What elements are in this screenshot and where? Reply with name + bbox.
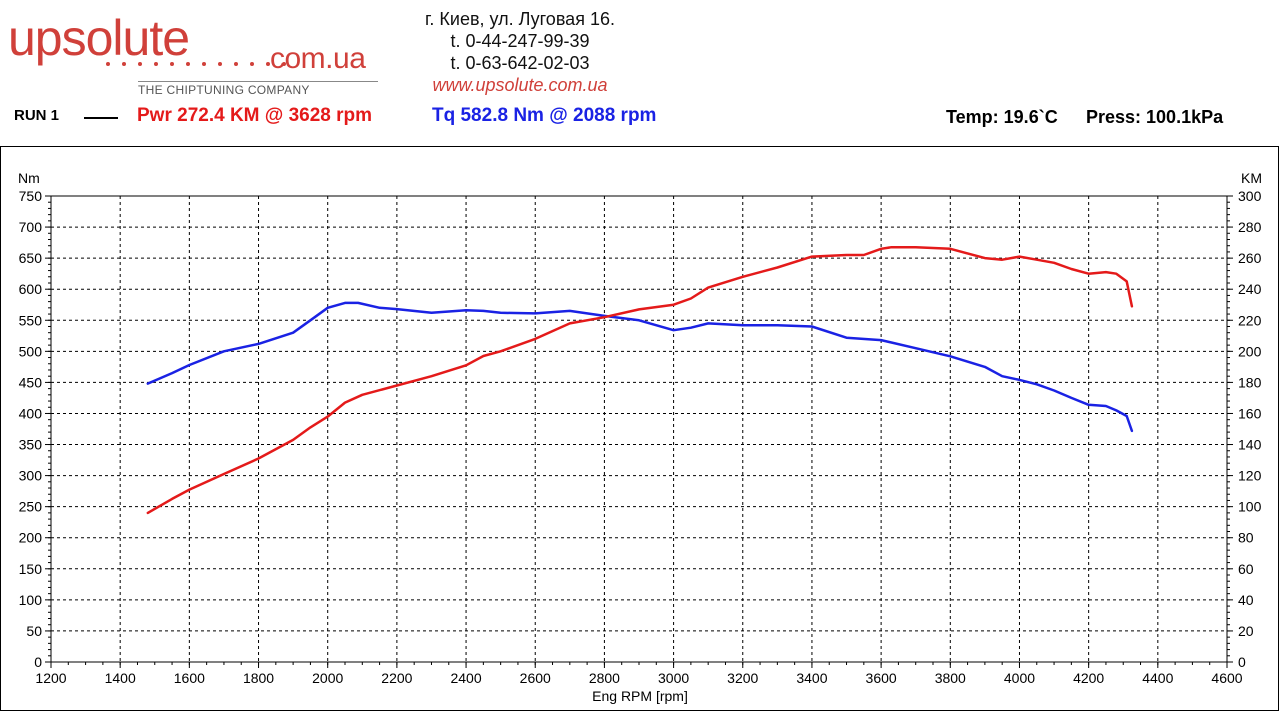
- y-left-tick-label: 350: [19, 437, 43, 453]
- chart-ticks: 1200 1400 1600 1800 2000 2200 2400 2600 2800 3000…: [19, 188, 1262, 686]
- x-tick-label: 2400: [450, 670, 481, 686]
- x-tick-label: 4600: [1211, 670, 1242, 686]
- x-tick-label: 4000: [1004, 670, 1035, 686]
- y-right-tick-label: 160: [1238, 405, 1262, 421]
- torque-curve: [146, 301, 1134, 433]
- logo-wordmark: upsolute: [8, 10, 190, 66]
- x-tick-label: 1400: [105, 670, 136, 686]
- x-tick-label: 2600: [520, 670, 551, 686]
- peak-power-label: Pwr 272.4 KM @ 3628 rpm: [137, 105, 373, 126]
- company-logo: upsolute com.ua THE CHIPTUNING COMPANY: [8, 10, 388, 100]
- x-tick-label: 1200: [35, 670, 66, 686]
- chart-grid: [50, 195, 1228, 663]
- y-right-tick-label: 0: [1238, 654, 1246, 670]
- y-right-tick-label: 240: [1238, 281, 1262, 297]
- x-tick-label: 3200: [727, 670, 758, 686]
- y-right-tick-label: 260: [1238, 250, 1262, 266]
- phone-2: t. 0-63-642-02-03: [450, 53, 590, 73]
- y-left-tick-label: 550: [19, 312, 43, 328]
- peak-torque-label: Tq 582.8 Nm @ 2088 rpm: [432, 105, 657, 126]
- x-tick-label: 4200: [1073, 670, 1104, 686]
- y-axis-right-label: KM: [1241, 170, 1262, 186]
- y-right-tick-label: 140: [1238, 437, 1262, 453]
- phone-1: t. 0-44-247-99-39: [450, 31, 590, 51]
- y-left-tick-label: 700: [19, 219, 43, 235]
- y-right-tick-label: 300: [1238, 188, 1262, 204]
- x-tick-label: 3800: [935, 670, 966, 686]
- x-tick-label: 3400: [796, 670, 827, 686]
- x-tick-label: 1800: [243, 670, 274, 686]
- run-label: RUN 1: [14, 107, 60, 124]
- power-curve: [146, 246, 1134, 515]
- temperature-label: Temp: 19.6`C: [946, 107, 1058, 127]
- y-right-tick-label: 40: [1238, 592, 1254, 608]
- run-legend-swatch: [84, 117, 118, 119]
- y-left-tick-label: 200: [19, 530, 43, 546]
- y-right-tick-label: 200: [1238, 343, 1262, 359]
- x-tick-label: 3600: [866, 670, 897, 686]
- plot-border: [50, 195, 1228, 663]
- y-left-tick-label: 650: [19, 250, 43, 266]
- y-right-tick-label: 220: [1238, 312, 1262, 328]
- logo-divider: [138, 81, 378, 82]
- x-tick-label: 2000: [312, 670, 343, 686]
- x-axis-label: Eng RPM [rpm]: [592, 688, 688, 704]
- x-tick-label: 3000: [658, 670, 689, 686]
- contact-block: г. Киев, ул. Луговая 16. t. 0-44-247-99-…: [400, 8, 640, 96]
- y-left-tick-label: 100: [19, 592, 43, 608]
- y-left-tick-label: 250: [19, 499, 43, 515]
- y-right-tick-label: 280: [1238, 219, 1262, 235]
- y-left-tick-label: 0: [34, 654, 42, 670]
- chart-frame: [0, 146, 1279, 711]
- y-right-tick-label: 60: [1238, 561, 1254, 577]
- x-tick-label: 2800: [589, 670, 620, 686]
- y-left-tick-label: 300: [19, 468, 43, 484]
- x-tick-label: 2200: [381, 670, 412, 686]
- y-axis-left-label: Nm: [18, 170, 40, 186]
- y-right-tick-label: 120: [1238, 468, 1262, 484]
- y-left-tick-label: 50: [26, 623, 42, 639]
- y-left-tick-label: 600: [19, 281, 43, 297]
- y-left-tick-label: 400: [19, 405, 43, 421]
- logo-tagline: THE CHIPTUNING COMPANY: [138, 83, 310, 97]
- chart-series: [146, 246, 1134, 515]
- y-left-tick-label: 450: [19, 374, 43, 390]
- x-tick-label: 1600: [174, 670, 205, 686]
- address-text: г. Киев, ул. Луговая 16.: [425, 9, 615, 29]
- logo-dots: [106, 62, 286, 66]
- pressure-label: Press: 100.1kPa: [1086, 107, 1224, 127]
- y-right-tick-label: 180: [1238, 374, 1262, 390]
- y-right-tick-label: 100: [1238, 499, 1262, 515]
- website-link[interactable]: www.upsolute.com.ua: [432, 75, 608, 95]
- y-left-tick-label: 750: [19, 188, 43, 204]
- y-right-tick-label: 20: [1238, 623, 1254, 639]
- y-left-tick-label: 150: [19, 561, 43, 577]
- y-left-tick-label: 500: [19, 343, 43, 359]
- logo-domain-suffix: com.ua: [270, 42, 366, 75]
- x-tick-label: 4400: [1142, 670, 1173, 686]
- y-right-tick-label: 80: [1238, 530, 1254, 546]
